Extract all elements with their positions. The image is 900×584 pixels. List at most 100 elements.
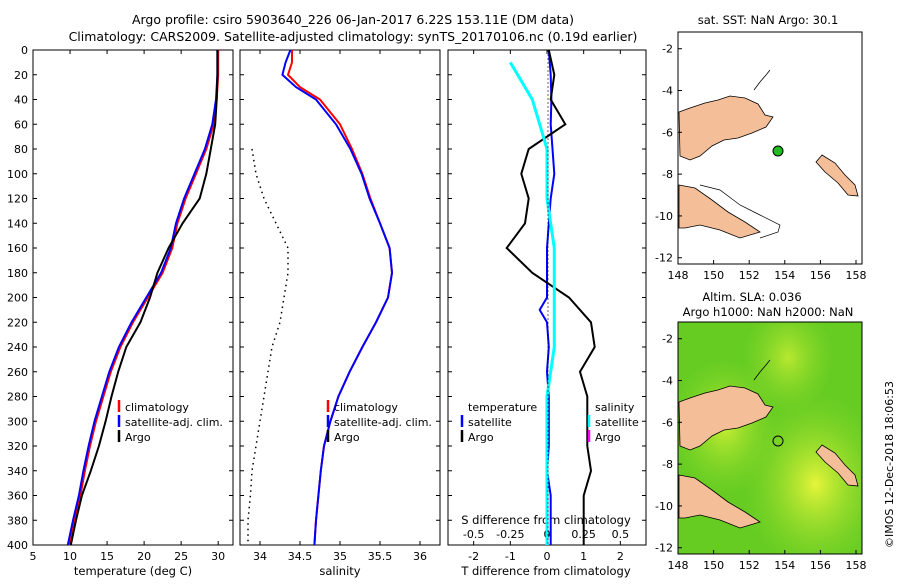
new-britain-landmass: [678, 385, 774, 451]
legend-t-satellite: satellite: [468, 416, 512, 429]
series-line-argo: [69, 50, 219, 546]
depth-tick-label: 180: [7, 267, 28, 280]
salinity-legend-satellite: satellite-adj. clim.: [334, 416, 432, 429]
difference-series: [505, 49, 596, 545]
x-tick-label: 35: [333, 550, 347, 563]
legend-t-title: temperature: [468, 401, 537, 414]
sla-map-land: [678, 359, 859, 529]
sst-map-y-ticks: -2 -4 -6 -8 -10 -12: [655, 43, 682, 265]
depth-tick-labels: 0 20 40 60 80 100 120 140 160 180 200 220 240 260 280 3…: [7, 44, 28, 552]
map-x-tick-label: 152: [739, 269, 760, 282]
s-tick-label: 0.5: [612, 528, 630, 541]
salinity-legend-climatology: climatology: [334, 401, 398, 414]
map-y-tick-label: -2: [662, 43, 673, 56]
bougainville-island: [815, 444, 859, 487]
x-tick-label: 35.5: [368, 550, 393, 563]
salinity-legend: climatology satellite-adj. clim. Argo: [326, 400, 432, 444]
temperature-x-ticks: 5 10 15 20 25 30: [30, 50, 225, 563]
s-tick-label: -0.25: [496, 528, 524, 541]
series-line-t-argo: [505, 49, 596, 545]
temperature-legend-satellite: satellite-adj. clim.: [125, 416, 223, 429]
series-line-s-satellite: [509, 61, 556, 545]
depth-tick-label: 380: [7, 514, 28, 527]
depth-tick-label: 320: [7, 440, 28, 453]
x-tick-label: 5: [30, 550, 37, 563]
map-y-tick-label: -4: [662, 85, 673, 98]
sst-map-x-ticks: 148 150 152 154 156 158: [668, 260, 867, 282]
x-tick-label: 36: [413, 550, 427, 563]
map-y-tick-label: -12: [655, 542, 673, 555]
temperature-axes: [32, 49, 234, 546]
temperature-legend-argo: Argo: [125, 431, 151, 444]
depth-tick-label: 60: [14, 118, 28, 131]
depth-tick-label: 140: [7, 217, 28, 230]
argo-position-marker: [772, 145, 784, 157]
title-line-2: Climatology: CARS2009. Satellite-adjuste…: [69, 29, 638, 44]
imos-credit: ©IMOS 12-Dec-2018 18:06:53: [883, 381, 896, 548]
sla-map-title-1: Altim. SLA: 0.036: [702, 290, 801, 304]
temperature-series: [66, 50, 220, 546]
legend-s-title: salinity: [595, 401, 635, 414]
x-tick-label: 15: [100, 550, 114, 563]
x-tick-label: 2: [617, 550, 624, 563]
coastline: [699, 184, 781, 239]
legend-s-argo: Argo: [595, 431, 621, 444]
map-x-tick-label: 148: [668, 269, 689, 282]
island-chain: [753, 69, 771, 91]
series-line-climatology: [68, 50, 220, 546]
map-x-tick-label: 158: [846, 269, 867, 282]
argo-position-marker-sla: [772, 435, 784, 447]
map-x-tick-label: 156: [810, 559, 831, 572]
temperature-legend: climatology satellite-adj. clim. Argo: [117, 400, 223, 444]
map-y-tick-label: -4: [662, 375, 673, 388]
salinity-legend-argo: Argo: [334, 431, 360, 444]
map-x-tick-label: 150: [703, 269, 724, 282]
depth-tick-label: 20: [14, 69, 28, 82]
x-tick-label: -2: [468, 550, 479, 563]
legend-s-satellite: satellite: [595, 416, 639, 429]
depth-tick-label: 160: [7, 242, 28, 255]
depth-tick-label: 0: [21, 44, 28, 57]
depth-tick-label: 260: [7, 366, 28, 379]
depth-tick-label: 360: [7, 490, 28, 503]
x-tick-label: 10: [63, 550, 77, 563]
s-tick-label: -0.5: [463, 528, 484, 541]
x-tick-label: 34: [253, 550, 267, 563]
inner-tick-marks: [33, 49, 646, 546]
island-chain: [753, 359, 771, 381]
x-tick-label: -1: [505, 550, 516, 563]
x-tick-label: 0: [544, 550, 551, 563]
map-x-tick-label: 154: [774, 559, 795, 572]
x-tick-label: 25: [174, 550, 188, 563]
sla-map-y-ticks: -2 -4 -6 -8 -10 -12: [655, 333, 682, 555]
new-guinea-tip: [678, 184, 761, 239]
legend-t-argo: Argo: [468, 431, 494, 444]
sst-map-title: sat. SST: NaN Argo: 30.1: [698, 13, 839, 27]
map-x-tick-label: 154: [774, 269, 795, 282]
map-y-tick-label: -12: [655, 252, 673, 265]
difference-x-ticks: -2 -1 0 1 2: [468, 50, 624, 563]
series-line-satellite-adj-clim-: [281, 49, 394, 546]
salinity-x-ticks: 34 34.5 35 35.5 36: [253, 50, 427, 563]
temperature-legend-climatology: climatology: [125, 401, 189, 414]
x-tick-label: 30: [211, 550, 225, 563]
difference-legend: temperature satellite Argo salinity sate…: [460, 401, 639, 444]
new-britain-landmass: [678, 95, 774, 161]
map-x-tick-label: 158: [846, 559, 867, 572]
map-y-tick-label: -10: [655, 210, 673, 223]
map-y-tick-label: -2: [662, 333, 673, 346]
depth-tick-label: 40: [14, 94, 28, 107]
temperature-xlabel: temperature (deg C): [74, 564, 192, 578]
depth-tick-label: 300: [7, 415, 28, 428]
map-y-tick-label: -6: [662, 126, 673, 139]
map-y-tick-label: -10: [655, 500, 673, 513]
difference-xlabel: T difference from climatology: [460, 564, 631, 578]
x-tick-label: 1: [580, 550, 587, 563]
x-tick-label: 34.5: [288, 550, 313, 563]
new-guinea-tip: [678, 474, 761, 529]
series-line-argo: [247, 148, 289, 545]
title-line-1: Argo profile: csiro 5903640_226 06-Jan-2…: [132, 12, 574, 27]
map-x-tick-label: 152: [739, 559, 760, 572]
